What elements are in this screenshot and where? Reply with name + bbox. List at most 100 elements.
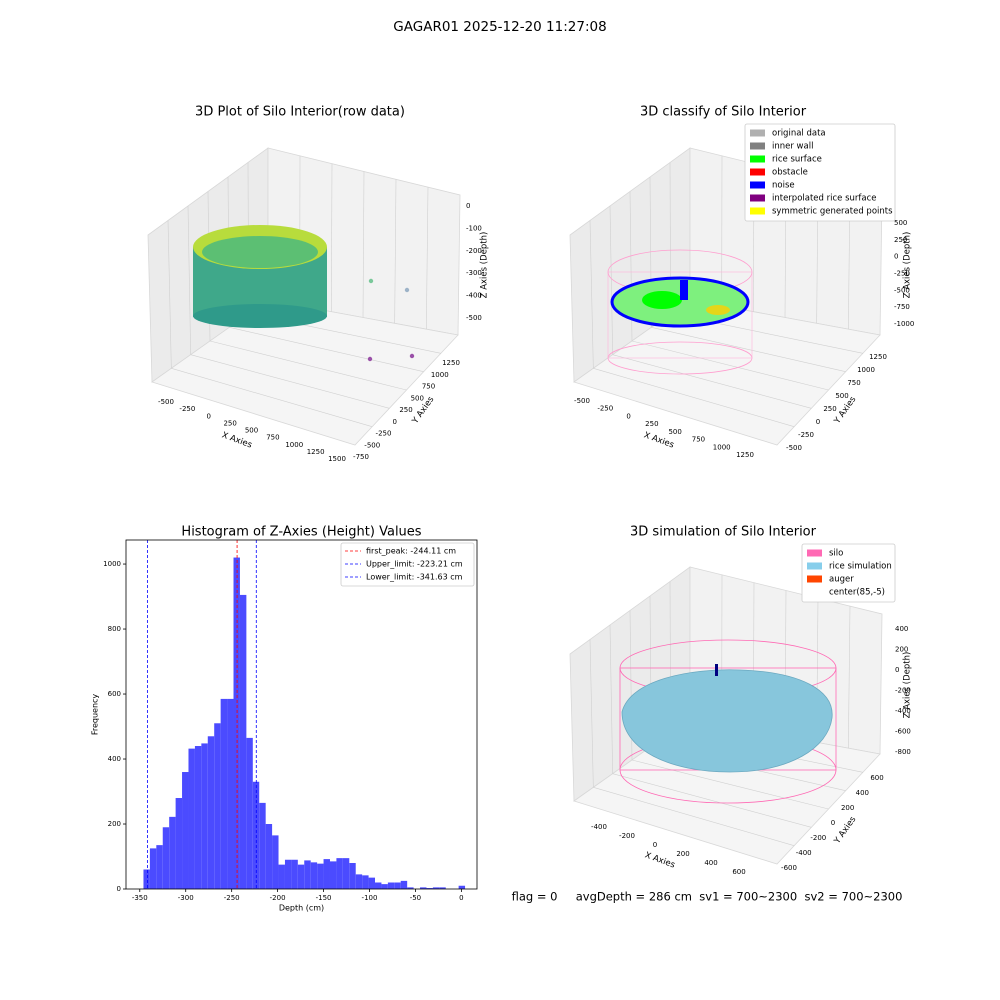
z-axis-label: Z Axies (Depth) bbox=[903, 232, 913, 299]
histogram-bar bbox=[291, 859, 298, 889]
histogram-bar bbox=[310, 862, 318, 889]
x-axis-label: Depth (cm) bbox=[279, 904, 324, 913]
outlier-point bbox=[404, 287, 410, 293]
histogram-bar bbox=[175, 798, 183, 889]
x-tick-label: -500 bbox=[574, 397, 590, 405]
x-tick-label: 1000 bbox=[713, 443, 731, 451]
y-tick-label: 1250 bbox=[869, 353, 887, 361]
histogram-bar bbox=[278, 864, 285, 889]
x-tick-label: 200 bbox=[676, 850, 689, 858]
histogram-bar bbox=[336, 858, 343, 889]
y-axis-label: Frequency bbox=[91, 694, 100, 736]
x-tick-label: 1250 bbox=[736, 451, 754, 459]
pane-grid bbox=[612, 354, 812, 409]
y-tick-label: 1000 bbox=[431, 371, 449, 379]
histogram-bar bbox=[201, 743, 208, 889]
y-tick-label: 500 bbox=[835, 392, 848, 400]
figure-title: GAGAR01 2025-12-20 11:27:08 bbox=[393, 19, 606, 35]
z-tick-label: -1000 bbox=[894, 320, 914, 328]
x-tick-label: 250 bbox=[645, 420, 658, 428]
z-tick-label: -400 bbox=[466, 292, 482, 300]
outlier-point bbox=[409, 353, 415, 359]
y-tick-label: 250 bbox=[823, 405, 836, 413]
histogram-bar bbox=[323, 859, 330, 889]
pane-grid bbox=[171, 368, 373, 427]
histogram-bar bbox=[214, 723, 221, 889]
y-tick-label: 0 bbox=[831, 819, 835, 827]
histogram-bar bbox=[239, 594, 247, 889]
legend-swatch bbox=[750, 142, 765, 150]
legend-swatch bbox=[750, 168, 765, 176]
z-tick-label: 0 bbox=[894, 253, 898, 261]
histogram-bar bbox=[143, 869, 150, 889]
y-tick-label: -600 bbox=[781, 864, 797, 872]
panel-3d: 3D Plot of Silo Interior(row data) -500 -2… bbox=[147, 105, 490, 463]
z-tick-label: 0 bbox=[895, 666, 899, 674]
x-tick-label: 750 bbox=[266, 434, 279, 442]
z-tick-label: 250 bbox=[894, 236, 907, 244]
legend-label: center(85,-5) bbox=[829, 588, 885, 598]
y-tick-label: 0 bbox=[117, 885, 121, 893]
histogram-bar bbox=[362, 875, 369, 889]
x-tick-label: 750 bbox=[692, 436, 705, 444]
pane-grid bbox=[631, 759, 829, 810]
histogram-bar bbox=[156, 845, 163, 889]
x-tick-label: 0 bbox=[207, 412, 211, 420]
outlier-point bbox=[367, 356, 373, 362]
legend-swatch bbox=[750, 129, 765, 137]
y-tick-label: -200 bbox=[810, 834, 826, 842]
x-tick-label: -500 bbox=[158, 398, 174, 406]
legend-box bbox=[801, 543, 896, 603]
x-tick-label: 0 bbox=[653, 841, 657, 849]
histogram-bar bbox=[400, 880, 408, 889]
legend-swatch bbox=[807, 575, 822, 583]
pane-grid bbox=[609, 624, 613, 774]
pane-grid bbox=[187, 205, 191, 355]
x-tick-label: -200 bbox=[619, 832, 635, 840]
y-tick-label: 200 bbox=[108, 820, 121, 828]
histogram-bar bbox=[246, 737, 253, 889]
rice-core bbox=[642, 291, 682, 309]
legend-swatch bbox=[807, 549, 822, 557]
x-tick-label: -400 bbox=[591, 823, 607, 831]
histogram-bar bbox=[342, 858, 350, 889]
legend-label: silo bbox=[829, 549, 843, 559]
histogram-bar bbox=[439, 887, 446, 889]
y-tick-label: 600 bbox=[108, 690, 121, 698]
legend-label: first_peak: -244.11 cm bbox=[366, 547, 456, 556]
obstacle-cluster bbox=[706, 305, 730, 315]
pane-grid bbox=[651, 327, 846, 372]
y-tick-label: 800 bbox=[108, 625, 121, 633]
z-tick-label: -200 bbox=[895, 687, 911, 695]
legend-label: original data bbox=[772, 129, 826, 139]
x-tick-label: -200 bbox=[270, 894, 286, 902]
x-tick-label: 500 bbox=[668, 428, 681, 436]
pane-grid bbox=[612, 773, 812, 828]
z-tick-label: -250 bbox=[894, 270, 910, 278]
pane-grid bbox=[167, 220, 172, 369]
z-tick-label: -100 bbox=[466, 224, 482, 232]
x-tick-label: -150 bbox=[316, 894, 332, 902]
z-tick-label: -500 bbox=[894, 286, 910, 294]
histogram-bar bbox=[375, 882, 382, 889]
legend-label: interpolated rice surface bbox=[772, 194, 877, 204]
histogram-bar bbox=[162, 827, 170, 889]
legend-box bbox=[340, 542, 475, 587]
histogram-bar bbox=[432, 887, 440, 889]
x-tick-label: -350 bbox=[132, 894, 148, 902]
legend-label: obstacle bbox=[772, 168, 808, 178]
pane-grid bbox=[593, 787, 795, 846]
legend-label: Upper_limit: -223.21 cm bbox=[366, 560, 463, 569]
z-tick-label: -500 bbox=[466, 314, 482, 322]
x-tick-label: -50 bbox=[410, 894, 421, 902]
y-tick-label: 250 bbox=[399, 406, 412, 414]
x-tick-label: -250 bbox=[597, 405, 613, 413]
y-tick-label: -500 bbox=[786, 444, 802, 452]
pane-grid bbox=[209, 340, 407, 391]
silo-inner bbox=[202, 236, 318, 268]
legend-label: Lower_limit: -341.63 cm bbox=[366, 573, 463, 582]
histogram-bar bbox=[387, 882, 395, 889]
z-tick-label: -800 bbox=[895, 748, 911, 756]
histogram-bar bbox=[304, 860, 311, 889]
y-tick-label: 0 bbox=[816, 418, 820, 426]
